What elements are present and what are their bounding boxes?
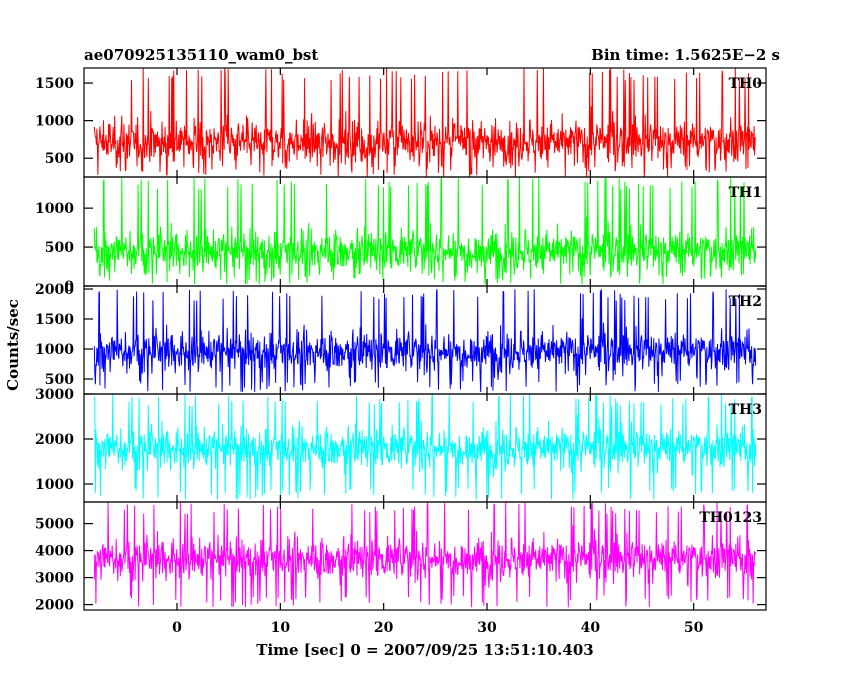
y-tick-label: 5000 [35, 517, 74, 533]
y-tick-label: 1500 [35, 312, 74, 328]
x-axis-title: Time [sec] 0 = 2007/09/25 13:51:10.403 [256, 641, 593, 659]
series-line-th2 [93, 289, 757, 393]
y-tick-label: 2000 [35, 282, 74, 298]
y-tick-label: 0 [64, 279, 74, 295]
y-tick-label: 2000 [35, 432, 74, 448]
y-tick-label: 2000 [35, 598, 74, 614]
traces-layer [93, 67, 757, 608]
x-tick-label: 20 [374, 620, 394, 636]
y-axis-title: Counts/sec [4, 299, 22, 391]
x-tick-label: 50 [684, 620, 704, 636]
y-tick-label: 1000 [35, 201, 74, 217]
y-tick-label: 1000 [35, 477, 74, 493]
x-tick-label: 40 [581, 620, 601, 636]
panel-label-th1: TH1 [729, 185, 762, 201]
series-line-th0 [93, 67, 757, 178]
y-tick-label: 500 [45, 372, 74, 388]
series-line-th0123 [93, 502, 757, 608]
y-tick-label: 500 [45, 240, 74, 256]
x-tick-label: 0 [172, 620, 182, 636]
series-line-th1 [93, 177, 757, 285]
y-tick-label: 500 [45, 151, 74, 167]
panel-label-th0: TH0 [729, 76, 763, 92]
bin-time-label: Bin time: 1.5625E−2 s [591, 46, 780, 64]
y-tick-label: 4000 [35, 544, 74, 560]
y-tick-label: 1500 [35, 76, 74, 92]
y-tick-label: 3000 [35, 387, 74, 403]
chart-title: ae070925135110_wam0_bst [84, 46, 318, 64]
panel-label-th2: TH2 [729, 294, 762, 310]
x-tick-label: 30 [477, 620, 497, 636]
panel-label-th3: TH3 [729, 402, 762, 418]
y-tick-label: 1000 [35, 114, 74, 130]
panel-frame-th0123 [83, 501, 767, 611]
x-tick-label: 10 [271, 620, 291, 636]
panel-label-th0123: TH0123 [699, 510, 762, 526]
y-tick-label: 3000 [35, 571, 74, 587]
y-tick-label: 1000 [35, 342, 74, 358]
series-line-th3 [93, 394, 757, 500]
